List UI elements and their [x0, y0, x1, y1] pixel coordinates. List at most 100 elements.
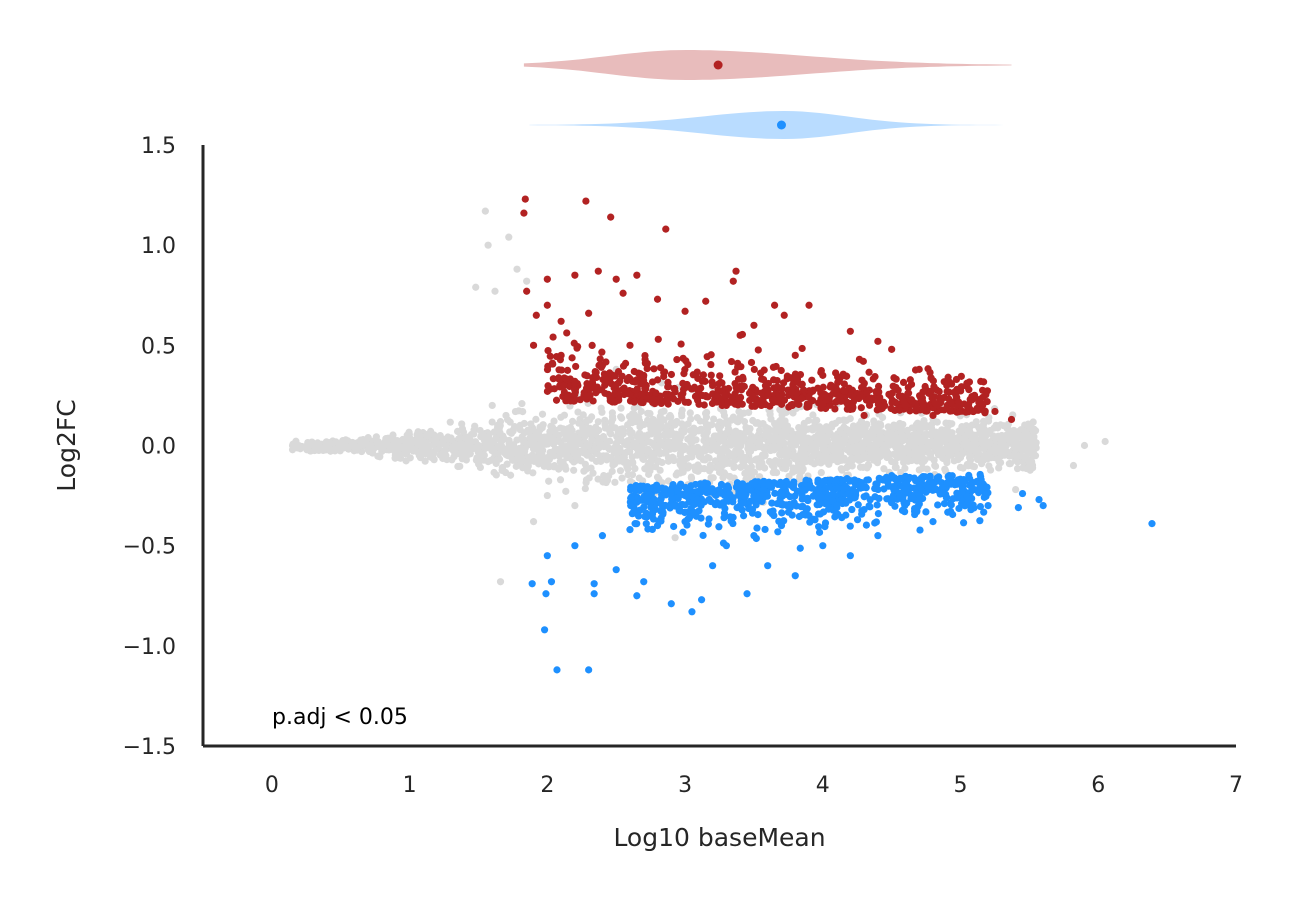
ns-point	[841, 456, 849, 464]
ns-point	[571, 502, 579, 510]
up-point	[700, 401, 708, 409]
y-tick-label: 1.0	[141, 234, 176, 259]
tick-labels: 0 1 2 3 4 5 6 7 −1.5 −1.0 −0.5 0.0 0.5 1.0 1.5	[123, 134, 1243, 798]
up-point	[716, 372, 724, 380]
axes	[201, 145, 1236, 748]
ns-point	[622, 441, 630, 449]
ns-point	[550, 447, 559, 455]
ns-point	[711, 457, 719, 465]
down-point	[659, 510, 667, 518]
up-point	[805, 400, 813, 408]
ns-point	[496, 428, 504, 437]
down-point	[943, 479, 951, 487]
down-point	[796, 544, 804, 552]
up-point	[892, 398, 900, 407]
ns-point	[1012, 485, 1020, 494]
ns-point	[741, 469, 749, 477]
up-point	[965, 386, 973, 394]
ns-point	[906, 442, 915, 450]
down-point	[1014, 504, 1022, 512]
ns-point	[716, 437, 724, 445]
ns-point	[747, 436, 756, 444]
down-point	[865, 502, 873, 510]
x-tick-label: 1	[403, 773, 417, 798]
ns-point	[645, 448, 654, 456]
up-point	[681, 307, 689, 315]
up-point	[717, 398, 725, 406]
ns-point	[834, 457, 843, 465]
up-point	[792, 373, 800, 381]
down-point	[590, 590, 598, 598]
up-point	[899, 378, 908, 387]
ns-point	[488, 401, 496, 410]
ns-point	[865, 445, 873, 453]
ns-point	[684, 462, 693, 470]
ns-point	[448, 444, 457, 452]
down-point	[797, 503, 805, 511]
up-point	[798, 380, 806, 388]
ns-point	[337, 443, 345, 452]
down-point	[1148, 520, 1156, 528]
up-point	[831, 405, 839, 413]
ns-point	[800, 419, 808, 428]
up-point	[764, 391, 772, 400]
up-point	[919, 405, 927, 413]
ns-point	[315, 443, 323, 451]
down-point	[642, 520, 650, 528]
ns-point	[430, 431, 438, 439]
ns-point	[539, 421, 547, 429]
down-point	[761, 525, 769, 534]
ns-point	[521, 444, 529, 452]
up-point	[901, 401, 910, 410]
up-point	[664, 383, 673, 391]
ns-point	[639, 455, 647, 463]
ns-point	[496, 578, 505, 586]
up-point	[759, 376, 768, 384]
ns-point	[752, 419, 760, 427]
down-point	[959, 519, 968, 527]
up-point	[843, 399, 851, 407]
down-point	[917, 474, 925, 482]
ns-point	[633, 451, 641, 459]
ns-point	[527, 420, 535, 428]
ns-point	[785, 459, 793, 467]
down-point	[716, 489, 725, 497]
down-point	[890, 486, 898, 494]
ns-point	[663, 422, 672, 430]
ns-point	[778, 449, 786, 457]
down-point	[862, 521, 871, 529]
up-point	[798, 394, 806, 402]
ns-point	[424, 430, 433, 438]
ns-point	[951, 435, 959, 443]
down-point	[848, 505, 856, 514]
down-point	[547, 578, 556, 586]
ns-point	[288, 441, 297, 450]
ns-point	[644, 466, 652, 474]
up-point	[982, 391, 990, 399]
down-point	[697, 596, 706, 604]
ns-point	[563, 451, 571, 460]
y-tick-label: 0.5	[141, 334, 176, 359]
ns-point	[769, 468, 777, 477]
ns-point	[813, 416, 821, 424]
ns-point	[616, 467, 625, 475]
up-point	[750, 365, 758, 374]
ns-point	[626, 477, 635, 486]
down-point	[803, 505, 811, 513]
ns-point	[1027, 456, 1035, 465]
ns-point	[817, 468, 825, 477]
up-point	[707, 360, 715, 369]
down-point	[681, 518, 689, 526]
ns-point	[528, 440, 536, 449]
ns-point	[901, 464, 909, 472]
down-point	[791, 572, 799, 580]
ns-point	[697, 448, 705, 456]
down-point	[967, 506, 975, 514]
down-point	[635, 486, 644, 495]
down-point	[805, 481, 813, 490]
up-point	[567, 397, 575, 405]
ns-point	[717, 455, 726, 463]
down-point	[976, 517, 984, 525]
up-point	[770, 384, 778, 392]
up-point	[702, 297, 710, 305]
